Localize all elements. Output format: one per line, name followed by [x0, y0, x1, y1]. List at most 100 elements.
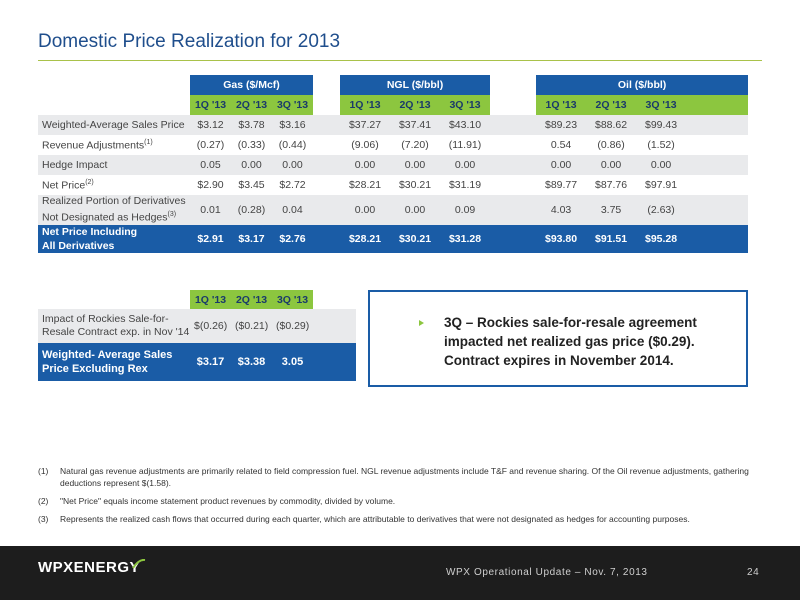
q3-header: 3Q '13 — [272, 290, 313, 309]
ngl-value: 0.00 — [390, 195, 441, 225]
callout-box: 3Q – Rockies sale-for-resale agreement i… — [368, 290, 748, 387]
q1-header: 1Q '13 — [190, 290, 231, 309]
oil-value: $97.91 — [636, 175, 687, 195]
row-label: Net Price Including All Derivatives — [38, 224, 190, 253]
table-row: Net Price(2) $2.90 $3.45 $2.72 $28.21 $3… — [38, 175, 749, 195]
footer-caption: WPX Operational Update – Nov. 7, 2013 — [446, 567, 648, 578]
footnote: (3) Represents the realized cash flows t… — [38, 514, 690, 524]
rex-impact-table: 1Q '13 2Q '13 3Q '13 Impact of Rockies S… — [38, 290, 356, 381]
oil-value: 0.00 — [586, 155, 637, 175]
gas-value: (0.27) — [190, 135, 231, 155]
oil-value: $89.77 — [536, 175, 587, 195]
bullet-arrow-icon — [419, 320, 424, 326]
row-label: Impact of Rockies Sale-for- Resale Contr… — [38, 309, 190, 343]
ngl-value: $30.21 — [390, 175, 441, 195]
callout-text: 3Q – Rockies sale-for-resale agreement i… — [444, 315, 697, 368]
footnotes: (1) Natural gas revenue adjustments are … — [38, 465, 758, 531]
oil-group-header: Oil ($/bbl) — [536, 75, 749, 95]
ngl-value: $37.27 — [340, 115, 391, 135]
logo-text: WPXENERGY — [38, 559, 141, 576]
impact-row: Impact of Rockies Sale-for- Resale Contr… — [38, 309, 356, 343]
ngl-value: $30.21 — [390, 224, 441, 253]
oil-value: (1.52) — [636, 135, 687, 155]
row-label: Revenue Adjustments(1) — [38, 135, 190, 155]
page-title: Domestic Price Realization for 2013 — [38, 31, 341, 52]
gas-group-header: Gas ($/Mcf) — [190, 75, 314, 95]
ngl-value: 0.00 — [340, 155, 391, 175]
oil-value: $95.28 — [636, 224, 687, 253]
row-label: Weighted-Average Sales Price — [38, 115, 190, 135]
ngl-value: (9.06) — [340, 135, 391, 155]
ngl-value: $43.10 — [440, 115, 491, 135]
impact-value: ($0.21) — [231, 309, 272, 343]
oil-value: $99.43 — [636, 115, 687, 135]
footnote-ref: (2) — [85, 178, 94, 186]
weighted-price-row: Weighted- Average Sales Price Excluding … — [38, 343, 356, 381]
gas-q3-header: 3Q '13 — [272, 95, 314, 115]
title-divider — [38, 60, 762, 61]
logo-swoosh-icon — [132, 559, 146, 569]
gas-value: $2.91 — [190, 224, 231, 253]
weighted-value: $3.17 — [190, 343, 231, 381]
ngl-value: $37.41 — [390, 115, 441, 135]
footnote-ref: (1) — [144, 138, 153, 146]
page-number: 24 — [747, 567, 760, 578]
gas-value: $3.78 — [231, 115, 272, 135]
ngl-value: $28.21 — [340, 224, 391, 253]
table-row: Realized Portion of Derivatives Not Desi… — [38, 195, 749, 225]
ngl-q2-header: 2Q '13 — [390, 95, 441, 115]
oil-q3-header: 3Q '13 — [636, 95, 687, 115]
impact-value: $(0.26) — [190, 309, 231, 343]
oil-value: 0.00 — [536, 155, 587, 175]
gas-q2-header: 2Q '13 — [231, 95, 272, 115]
gas-value: (0.33) — [231, 135, 272, 155]
oil-value: 4.03 — [536, 195, 587, 225]
gas-value: $2.90 — [190, 175, 231, 195]
table-row: Weighted-Average Sales Price $3.12 $3.78… — [38, 115, 749, 135]
oil-value: (0.86) — [586, 135, 637, 155]
gas-value: 0.00 — [231, 155, 272, 175]
gas-value: $3.12 — [190, 115, 231, 135]
ngl-q3-header: 3Q '13 — [440, 95, 491, 115]
gas-value: $3.16 — [272, 115, 314, 135]
oil-value: (2.63) — [636, 195, 687, 225]
oil-q2-header: 2Q '13 — [586, 95, 637, 115]
table-row: Revenue Adjustments(1) (0.27) (0.33) (0.… — [38, 135, 749, 155]
ngl-value: (11.91) — [440, 135, 491, 155]
oil-value: $93.80 — [536, 224, 587, 253]
oil-value: $88.62 — [586, 115, 637, 135]
oil-value: $87.76 — [586, 175, 637, 195]
price-realization-table: Gas ($/Mcf) NGL ($/bbl) Oil ($/bbl) 1Q '… — [38, 75, 749, 253]
ngl-value: (7.20) — [390, 135, 441, 155]
ngl-q1-header: 1Q '13 — [340, 95, 391, 115]
gas-value: (0.44) — [272, 135, 314, 155]
gas-value: $3.17 — [231, 224, 272, 253]
weighted-value: $3.38 — [231, 343, 272, 381]
gas-q1-header: 1Q '13 — [190, 95, 231, 115]
net-price-row: Net Price Including All Derivatives $2.9… — [38, 224, 749, 253]
ngl-group-header: NGL ($/bbl) — [340, 75, 491, 95]
oil-value: 3.75 — [586, 195, 637, 225]
gas-value: 0.00 — [272, 155, 314, 175]
q2-header: 2Q '13 — [231, 290, 272, 309]
gas-value: 0.01 — [190, 195, 231, 225]
ngl-value: $28.21 — [340, 175, 391, 195]
oil-value: $89.23 — [536, 115, 587, 135]
row-label: Net Price(2) — [38, 175, 190, 195]
footnote-ref: (3) — [167, 211, 177, 218]
row-label: Weighted- Average Sales Price Excluding … — [38, 343, 190, 381]
footer-bar: WPXENERGY WPX Operational Update – Nov. … — [0, 546, 800, 600]
ngl-value: 0.09 — [440, 195, 491, 225]
gas-value: $2.76 — [272, 224, 314, 253]
table-row: Hedge Impact 0.05 0.00 0.00 0.00 0.00 0.… — [38, 155, 749, 175]
gas-value: $2.72 — [272, 175, 314, 195]
row-label: Hedge Impact — [38, 155, 190, 175]
ngl-value: 0.00 — [340, 195, 391, 225]
gas-value: 0.04 — [272, 195, 314, 225]
ngl-value: 0.00 — [440, 155, 491, 175]
impact-value: ($0.29) — [272, 309, 313, 343]
ngl-value: 0.00 — [390, 155, 441, 175]
quarter-header-row: 1Q '13 2Q '13 3Q '13 — [38, 290, 356, 309]
commodity-header-row: Gas ($/Mcf) NGL ($/bbl) Oil ($/bbl) — [38, 75, 749, 95]
weighted-value: 3.05 — [272, 343, 313, 381]
